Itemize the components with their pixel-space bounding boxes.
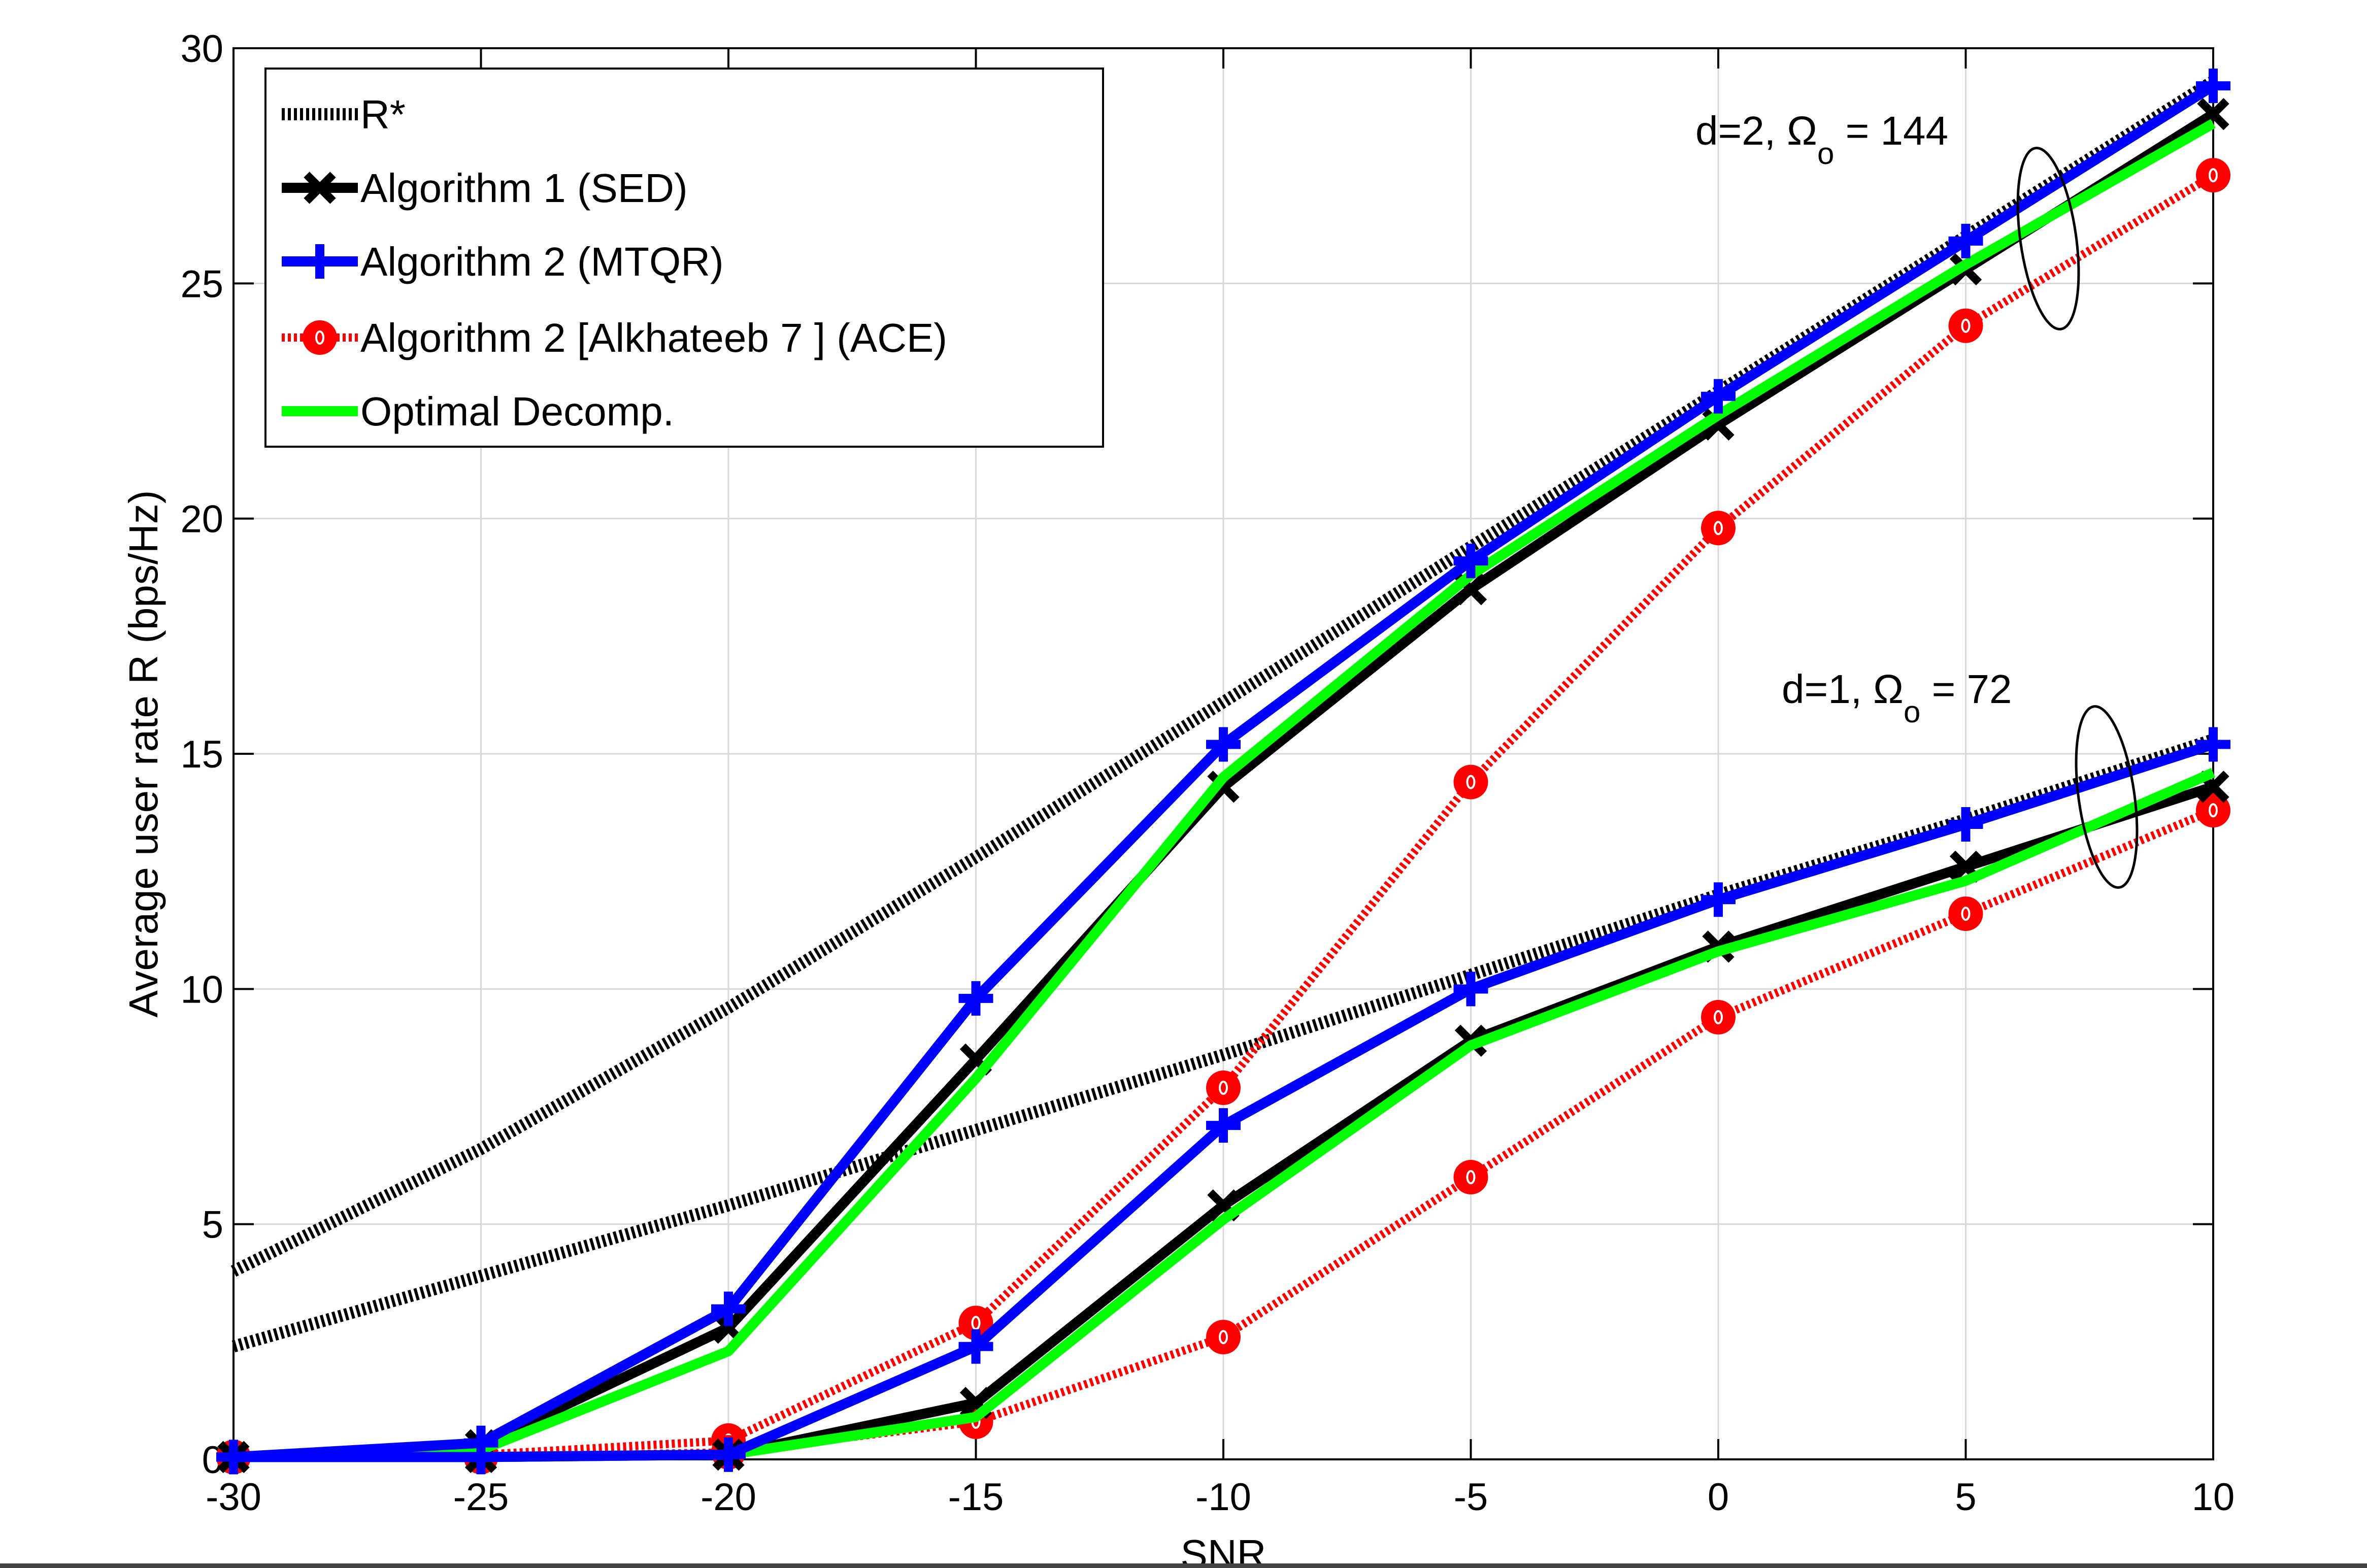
annotation-ellipse [2016, 147, 2080, 330]
x-tick-label: -10 [1195, 1476, 1251, 1519]
legend-label: Algorithm 2 (MTQR) [360, 239, 724, 284]
annotation-label: d=1, Ωo = 72 [1782, 666, 2012, 729]
data-point [1206, 1070, 1241, 1105]
bottom-divider [0, 1563, 2367, 1568]
data-point [2209, 168, 2218, 183]
annotation-subscript: o [1817, 137, 1834, 171]
x-axis-title: SNR [1181, 1531, 1266, 1568]
data-point [1219, 1330, 1228, 1345]
x-tick-label: -5 [1454, 1476, 1488, 1519]
data-point [1702, 408, 1735, 441]
legend-label: Algorithm 1 (SED) [360, 165, 688, 211]
data-point [2197, 771, 2229, 803]
legend-item-rstar: R* [282, 92, 406, 137]
series-layer [216, 69, 2230, 1475]
y-tick-label: 20 [180, 498, 223, 541]
data-point [1701, 511, 1736, 546]
data-point [1714, 1010, 1723, 1024]
x-tick-label: -20 [701, 1476, 756, 1519]
data-point [971, 1316, 981, 1330]
y-tick-label: 15 [180, 733, 223, 776]
legend-label: Algorithm 2 [Alkhateeb 7 ] (ACE) [360, 315, 947, 360]
data-point [2196, 793, 2230, 828]
data-point [1948, 308, 1983, 343]
legend-item-ace: Algorithm 2 [Alkhateeb 7 ] (ACE) [282, 315, 947, 360]
legend-marker [315, 330, 324, 345]
annotation-suffix: = 144 [1834, 108, 1948, 153]
legend-marker [303, 320, 337, 355]
legend: R* Algorithm 1 (SED) Algorithm 2 (MTQR) Alg… [264, 68, 1104, 448]
data-point [959, 1387, 992, 1419]
data-point [1453, 1160, 1488, 1194]
data-point [1454, 573, 1487, 606]
x-tick-label: 10 [2192, 1476, 2235, 1519]
annotation-subscript: o [1904, 695, 1920, 729]
legend-marker [304, 172, 336, 204]
data-point [1714, 521, 1723, 536]
data-point [1948, 896, 1983, 931]
series-mtqr-d1 [216, 727, 2230, 1475]
y-tick-label: 30 [180, 27, 223, 71]
legend-box [264, 68, 1104, 448]
data-point [1206, 1320, 1241, 1355]
legend-label: Optimal Decomp. [360, 389, 674, 434]
annotation-prefix: d=2, [1695, 108, 1787, 153]
x-tick-label: -15 [948, 1476, 1004, 1519]
data-point [959, 1043, 992, 1076]
annotation-symbol: Ω [1787, 108, 1817, 153]
y-tick-label: 10 [180, 968, 223, 1011]
series-opt-d2 [233, 119, 2216, 1462]
annotations: d=2, Ωo = 144 d=1, Ωo = 72 [1695, 108, 2139, 889]
data-point [712, 1311, 745, 1344]
data-point [1466, 1170, 1476, 1184]
x-tick-label: 0 [1708, 1476, 1729, 1519]
data-point [1453, 764, 1488, 799]
series-line [233, 119, 2216, 1462]
legend-label: R* [360, 92, 406, 137]
x-tick-label: 5 [1955, 1476, 1976, 1519]
data-point [1961, 318, 1971, 333]
annotation-prefix: d=1, [1782, 666, 1873, 712]
data-point [958, 1306, 993, 1341]
x-tick-label: -30 [206, 1476, 261, 1519]
y-tick-label: 5 [202, 1204, 223, 1247]
data-point [1219, 1080, 1228, 1095]
data-point [1701, 999, 1736, 1035]
annotation-ellipse [2075, 705, 2139, 889]
annotation-suffix: = 72 [1920, 666, 2012, 712]
data-point [2196, 158, 2230, 193]
data-point [1207, 1189, 1240, 1222]
data-point [2209, 803, 2218, 818]
legend-item-opt: Optimal Decomp. [282, 389, 674, 434]
legend-item-mtqr: Algorithm 2 (MTQR) [282, 239, 724, 284]
annotation-symbol: Ω [1873, 666, 1904, 712]
data-point [1949, 850, 1982, 883]
x-tick-label: -25 [453, 1476, 509, 1519]
legend-item-sed: Algorithm 1 (SED) [282, 165, 688, 211]
y-tick-label: 25 [180, 262, 223, 306]
data-point [1466, 775, 1476, 789]
y-axis-title: Average user rate R (bps/Hz) [121, 490, 166, 1018]
annotation-label: d=2, Ωo = 144 [1695, 108, 1948, 171]
data-point [1961, 907, 1971, 921]
